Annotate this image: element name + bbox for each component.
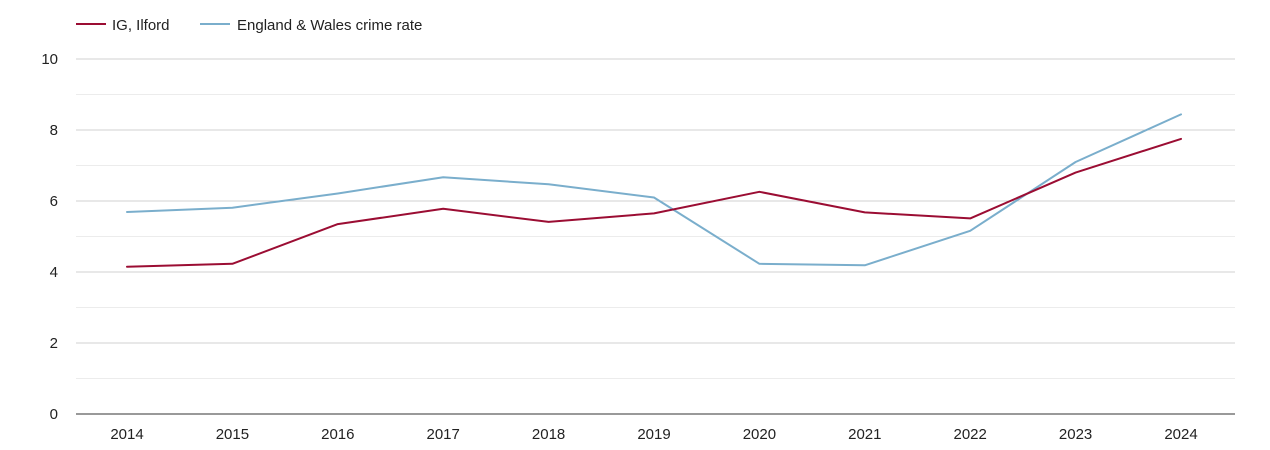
x-axis: 2014 2015 2016 2017 2018 2019 2020 2021 2022 2023… — [76, 413, 1235, 443]
y-tick-label-2: 2 — [50, 335, 58, 352]
x-tick-label-2021: 2021 — [848, 426, 881, 443]
x-tick-label-2017: 2017 — [427, 426, 460, 443]
legend: IG, Ilford England & Wales crime rate — [76, 17, 422, 34]
legend-item-ig-ilford[interactable]: IG, Ilford — [76, 17, 170, 34]
series-line-england-wales-crime-rate — [126, 113, 1182, 267]
legend-item-england-wales[interactable]: England & Wales crime rate — [200, 17, 422, 34]
y-tick-label-0: 0 — [50, 406, 58, 423]
x-tick-label-2015: 2015 — [216, 426, 249, 443]
y-axis: 0 2 4 6 8 10 — [41, 51, 58, 423]
x-tick-label-2020: 2020 — [743, 426, 776, 443]
x-tick-label-2024: 2024 — [1164, 426, 1197, 443]
legend-label-ig-ilford: IG, Ilford — [112, 17, 170, 34]
x-tick-label-2022: 2022 — [954, 426, 987, 443]
x-tick-label-2019: 2019 — [637, 426, 670, 443]
y-tick-label-10: 10 — [41, 51, 58, 68]
x-tick-label-2018: 2018 — [532, 426, 565, 443]
x-tick-label-2023: 2023 — [1059, 426, 1092, 443]
x-tick-label-2014: 2014 — [110, 426, 143, 443]
legend-label-england-wales: England & Wales crime rate — [237, 17, 422, 34]
y-tick-label-6: 6 — [50, 193, 58, 210]
gridlines — [76, 58, 1235, 379]
y-tick-label-4: 4 — [50, 264, 58, 281]
series-line-ig-ilford — [126, 137, 1182, 268]
x-tick-label-2016: 2016 — [321, 426, 354, 443]
y-tick-label-8: 8 — [50, 122, 58, 139]
series-lines — [126, 113, 1182, 268]
